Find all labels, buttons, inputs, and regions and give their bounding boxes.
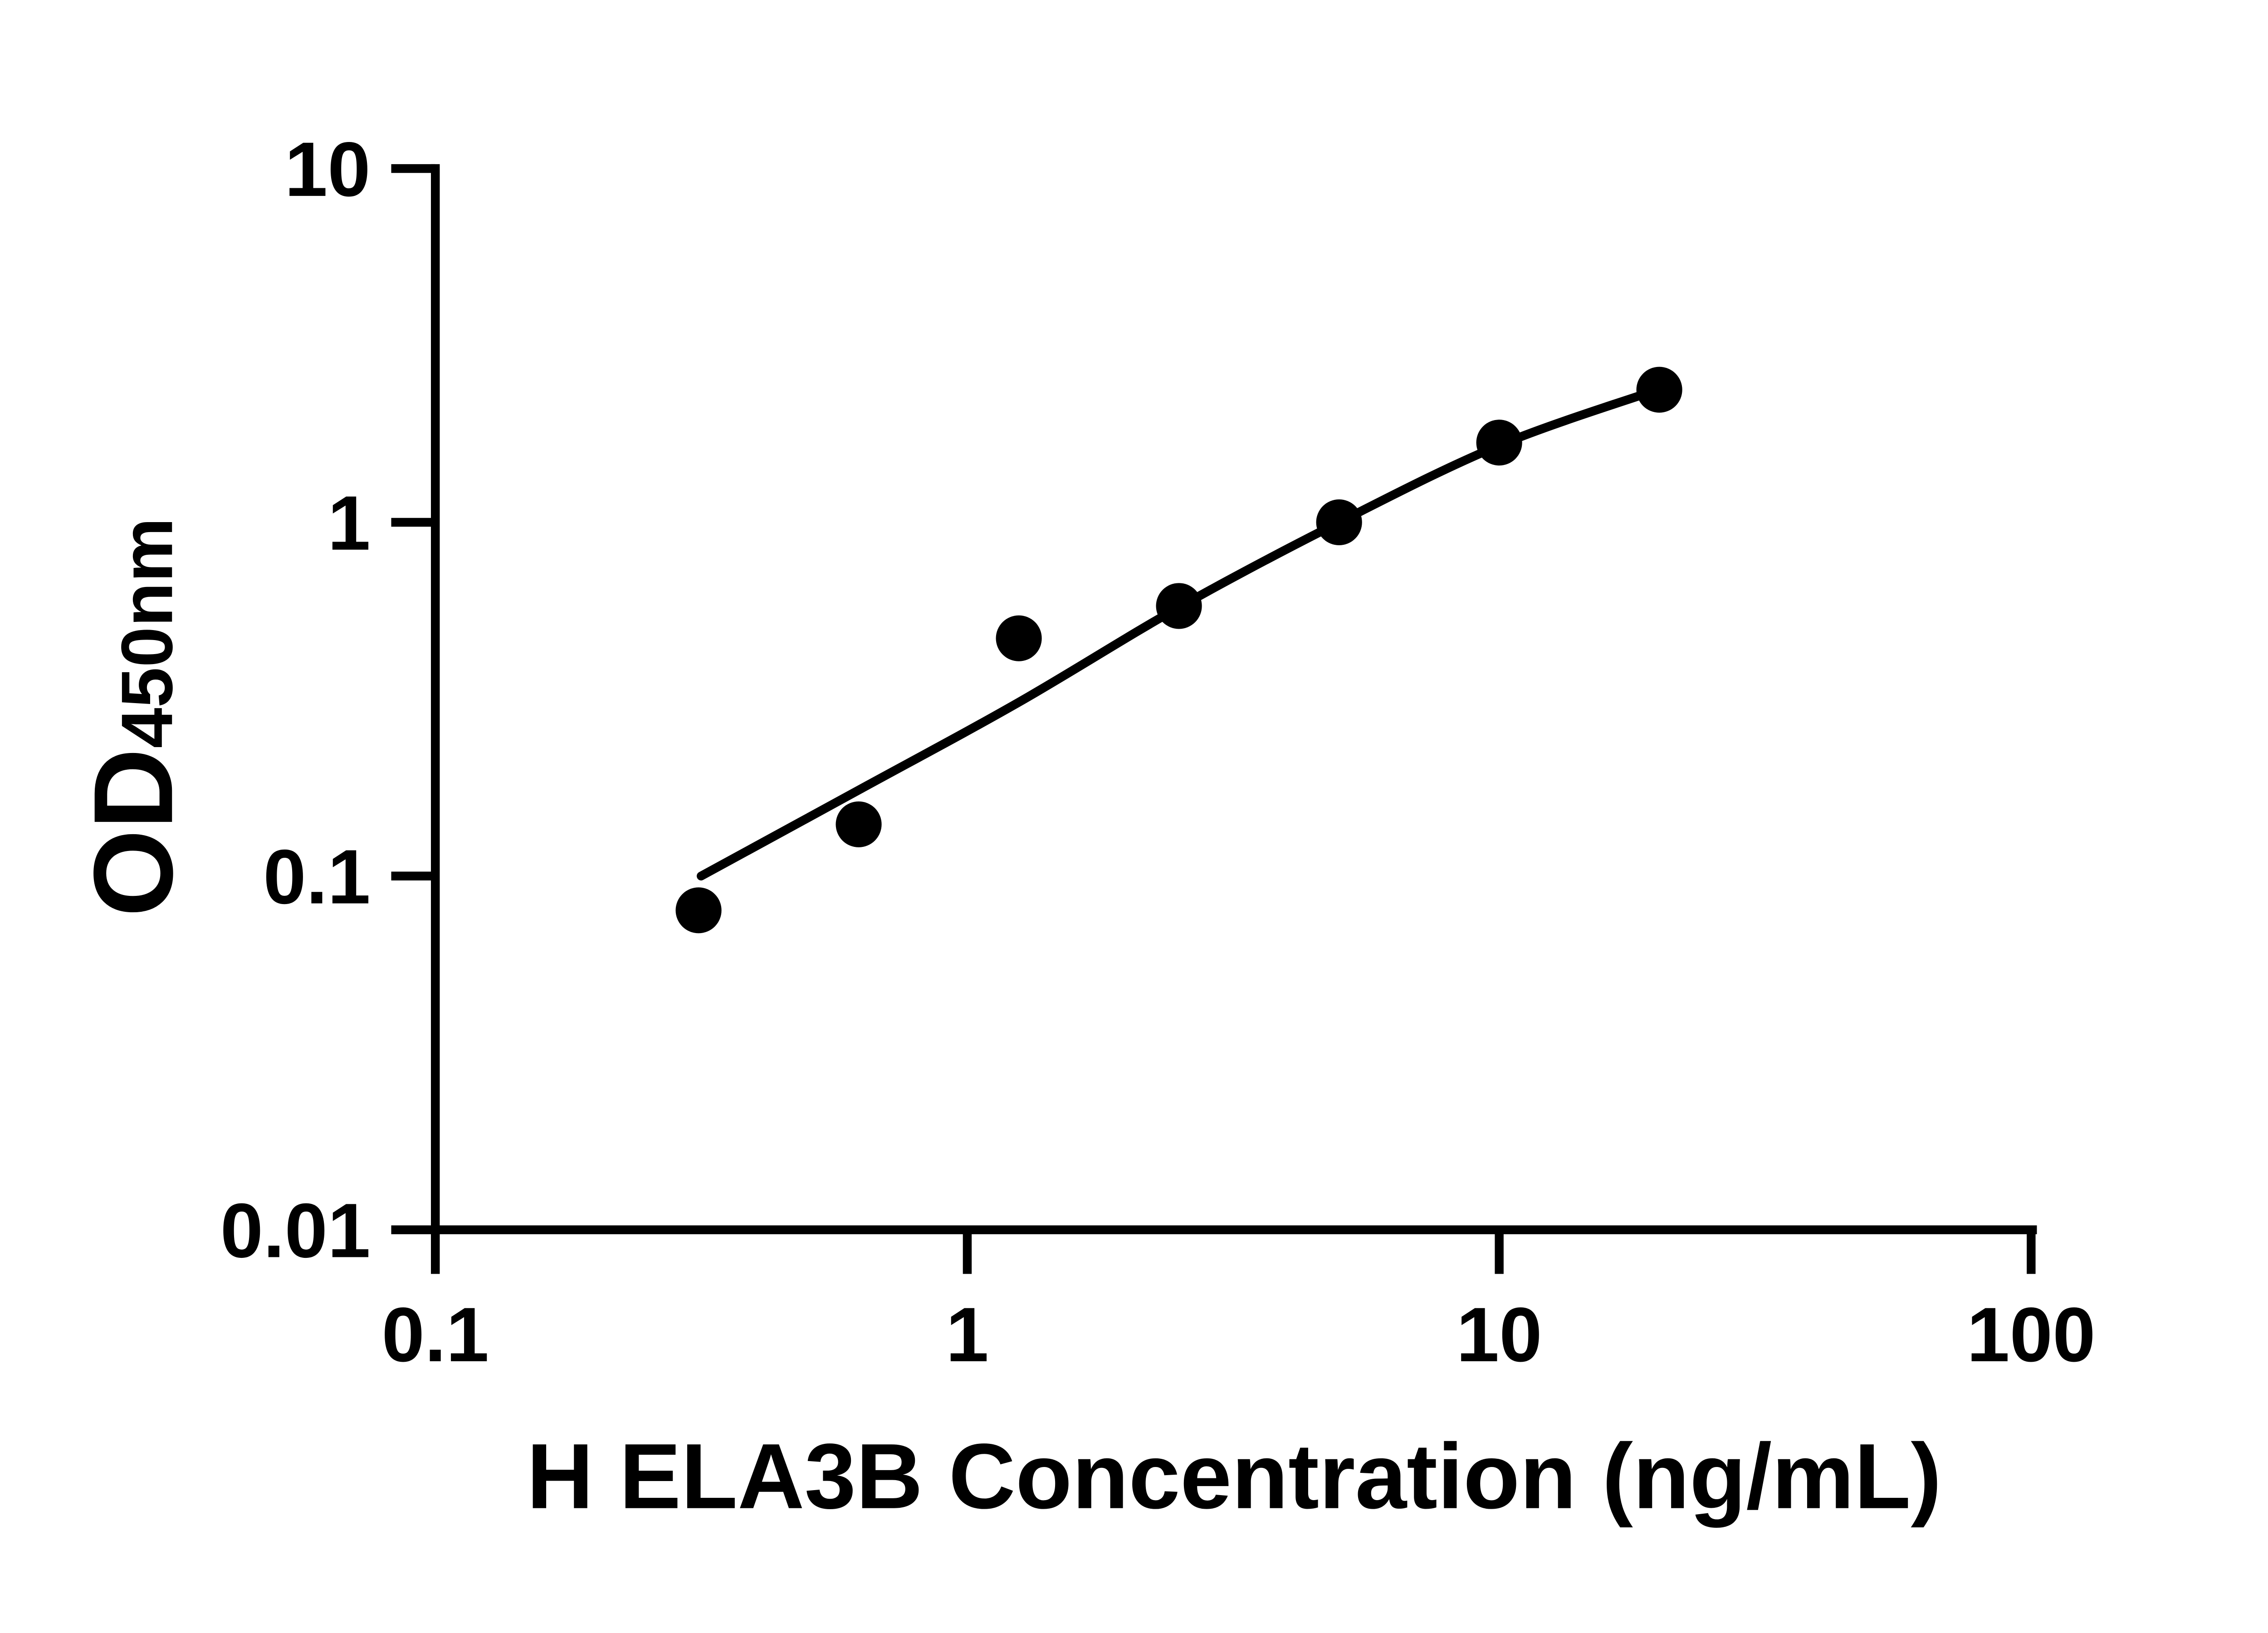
x-axis-title: H ELA3B Concentration (ng/mL) bbox=[527, 1425, 1941, 1528]
y-axis-title: OD450nm bbox=[70, 518, 196, 917]
data-point bbox=[1316, 499, 1362, 545]
data-point bbox=[675, 887, 722, 934]
data-point bbox=[836, 801, 882, 847]
x-tick-label: 1 bbox=[946, 1292, 989, 1378]
ticks-layer bbox=[391, 164, 2036, 1274]
y-tick-label: 0.01 bbox=[220, 1188, 371, 1274]
x-tick-label: 10 bbox=[1457, 1292, 1542, 1378]
data-point bbox=[1156, 583, 1202, 629]
data-points-layer bbox=[675, 367, 1682, 934]
y-tick-label: 1 bbox=[327, 480, 371, 567]
y-tick-label: 0.1 bbox=[263, 834, 371, 920]
data-point bbox=[1476, 420, 1522, 466]
y-axis-title-main: OD bbox=[70, 748, 196, 917]
data-point bbox=[1636, 367, 1682, 413]
y-tick-label: 10 bbox=[285, 127, 371, 213]
x-tick-label: 0.1 bbox=[381, 1292, 489, 1378]
x-tick-label: 100 bbox=[1967, 1292, 2096, 1378]
data-point bbox=[996, 615, 1042, 661]
plot-background bbox=[0, 22, 2268, 1611]
y-axis-title-subscript: 450nm bbox=[106, 518, 187, 748]
